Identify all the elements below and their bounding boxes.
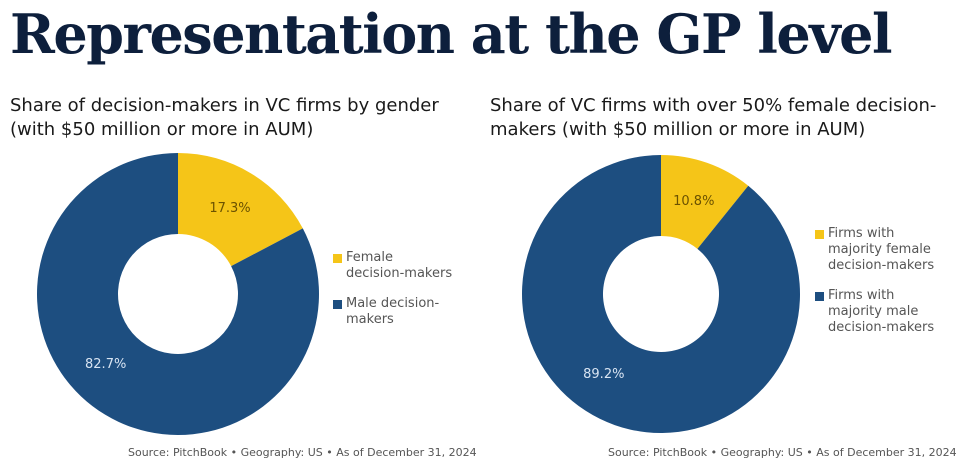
legend-swatch bbox=[333, 254, 342, 263]
chart-2-title: Share of VC firms with over 50% female d… bbox=[490, 95, 937, 140]
data-label-1-2: 82.7% bbox=[85, 357, 126, 372]
legend-item-male: Firms with majority male decision-makers bbox=[815, 288, 940, 336]
data-label-1-1: 17.3% bbox=[209, 201, 250, 216]
chart-2-legend: Firms with majority female decision-make… bbox=[815, 226, 940, 350]
legend-label: Female decision-makers bbox=[346, 250, 453, 281]
donut-slice-2-1 bbox=[661, 155, 749, 249]
legend-swatch bbox=[815, 292, 824, 301]
chart-1-source: Source: PitchBook • Geography: US • As o… bbox=[128, 446, 477, 459]
page-title: Representation at the GP level bbox=[10, 2, 893, 66]
donut-slice-1-1 bbox=[178, 153, 303, 267]
data-label-2-1: 10.8% bbox=[673, 194, 714, 209]
legend-item-female: Female decision-makers bbox=[333, 250, 453, 282]
legend-swatch bbox=[815, 230, 824, 239]
legend-label: Firms with majority female decision-make… bbox=[828, 226, 935, 273]
legend-item-female: Firms with majority female decision-make… bbox=[815, 226, 940, 274]
chart-1-title: Share of decision-makers in VC firms by … bbox=[10, 95, 439, 140]
legend-swatch bbox=[333, 300, 342, 309]
legend-label: Male decision-makers bbox=[346, 296, 440, 327]
donut-slice-1-2 bbox=[36, 153, 319, 435]
legend-label: Firms with majority male decision-makers bbox=[828, 288, 935, 335]
legend-item-male: Male decision-makers bbox=[333, 296, 453, 328]
chart-2-source: Source: PitchBook • Geography: US • As o… bbox=[608, 446, 957, 459]
chart-1-legend: Female decision-makers Male decision-mak… bbox=[333, 250, 453, 342]
donut-slice-2-2 bbox=[522, 155, 801, 434]
data-label-2-2: 89.2% bbox=[583, 367, 624, 382]
